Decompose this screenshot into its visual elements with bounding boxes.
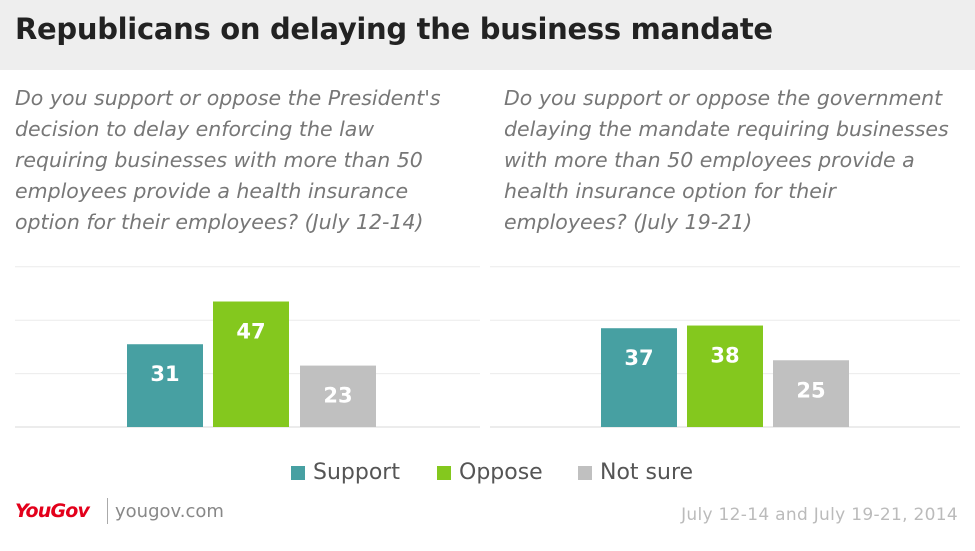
data-label-not-sure-2: 25 [796, 378, 825, 402]
bar-oppose-1 [213, 301, 289, 427]
left-question: Do you support or oppose the President's… [15, 86, 441, 234]
bar-not-sure-2 [773, 360, 849, 427]
bars: 31 47 23 37 38 25 [127, 301, 849, 427]
footer-site-link[interactable]: yougov.com [115, 501, 224, 522]
bar-support-2 [601, 328, 677, 427]
legend-swatch-support [291, 466, 305, 480]
footer-date: July 12-14 and July 19-21, 2014 [681, 505, 958, 525]
data-label-support-2: 37 [624, 346, 653, 370]
legend-swatch-oppose [437, 466, 451, 480]
legend-label-oppose: Oppose [459, 460, 543, 485]
footer-divider [107, 498, 108, 524]
bar-oppose-2 [687, 325, 763, 427]
data-label-not-sure-1: 23 [323, 384, 352, 408]
data-label-support-1: 31 [150, 362, 179, 386]
title-bar: Republicans on delaying the business man… [0, 0, 975, 70]
legend-label-not-sure: Not sure [600, 460, 694, 485]
legend-swatch-not-sure [578, 466, 592, 480]
right-question: Do you support or oppose the government … [504, 86, 949, 234]
bar-not-sure-1 [300, 365, 376, 427]
bar-support-1 [127, 344, 203, 427]
data-label-oppose-1: 47 [236, 320, 265, 344]
chart-title: Republicans on delaying the business man… [15, 12, 773, 46]
data-label-oppose-2: 38 [710, 344, 739, 368]
legend-label-support: Support [313, 460, 400, 485]
legend: Support Oppose Not sure [0, 459, 975, 487]
yougov-logo: YouGov [15, 500, 90, 522]
